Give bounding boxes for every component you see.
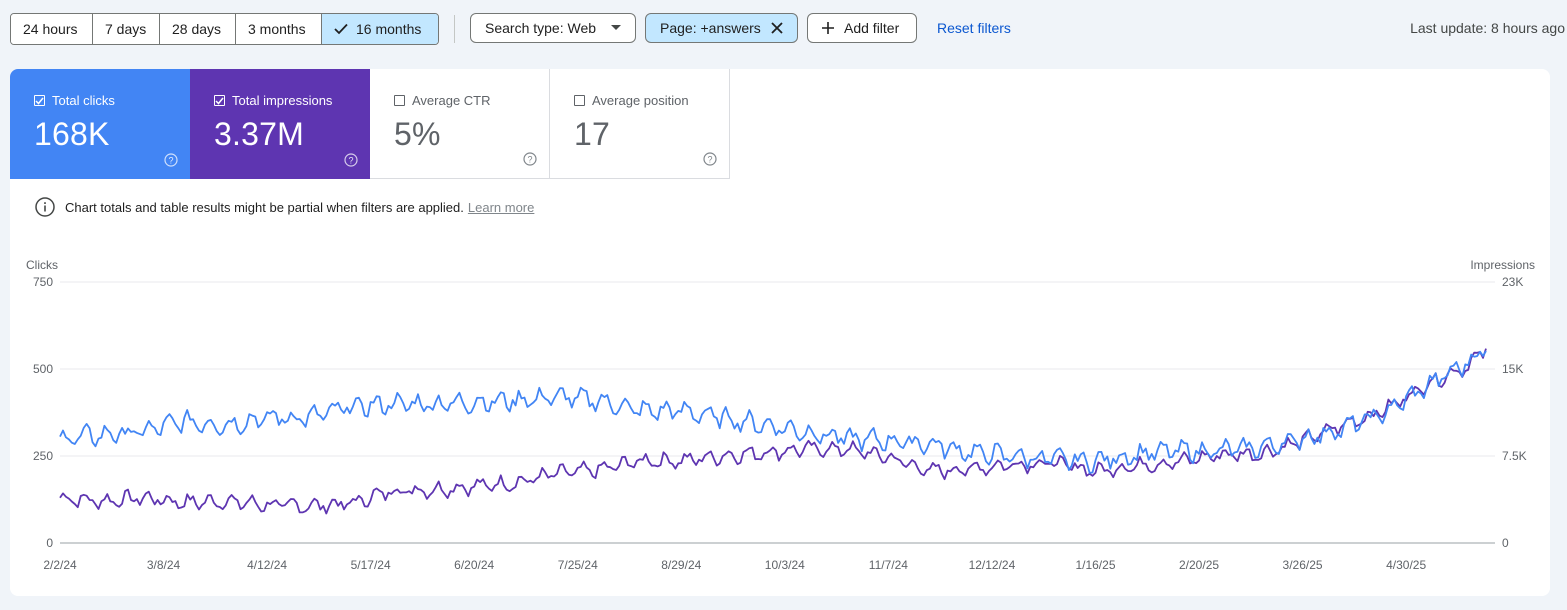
- svg-text:?: ?: [168, 156, 173, 166]
- chart-lines: [59, 348, 1487, 515]
- info-icon: [35, 197, 55, 217]
- date-range-selector: 24 hours 7 days 28 days 3 months 16 mont…: [10, 13, 439, 45]
- add-filter-label: Add filter: [844, 20, 900, 36]
- range-3-months[interactable]: 3 months: [236, 14, 322, 44]
- dropdown-arrow-icon: [611, 25, 621, 31]
- performance-card: Total clicks 168K ? Total impressions 3.…: [10, 69, 1550, 596]
- metric-value: 168K: [34, 116, 110, 152]
- toolbar: 24 hours 7 days 28 days 3 months 16 mont…: [10, 13, 1567, 45]
- performance-chart: Clicks Impressions 0 250 500 750 0 7.5K 15K 23…: [26, 258, 1535, 572]
- reset-filters-link[interactable]: Reset filters: [937, 20, 1011, 36]
- metric-average-position[interactable]: Average position 17 ?: [550, 69, 730, 179]
- metric-value: 5%: [394, 116, 441, 152]
- close-icon[interactable]: [771, 22, 783, 34]
- right-axis-ticks: 0 7.5K 15K 23K: [1502, 275, 1527, 550]
- series-line-impressions: [59, 348, 1487, 515]
- partial-data-notice: Chart totals and table results might be …: [35, 196, 534, 218]
- toolbar-divider: [454, 15, 455, 43]
- checkbox-icon[interactable]: [34, 95, 45, 106]
- left-axis-label: Clicks: [26, 258, 58, 272]
- checkbox-icon[interactable]: [394, 95, 405, 106]
- x-axis-ticks: 2/2/24 3/8/24 4/12/24 5/17/24 6/20/24 7/25/24…: [43, 558, 1426, 572]
- svg-text:?: ?: [527, 155, 532, 165]
- page-filter-label: Page: +answers: [660, 20, 761, 36]
- range-label: 24 hours: [23, 21, 78, 37]
- metric-value: 3.37M: [214, 116, 304, 152]
- x-tick-label: 3/26/25: [1283, 558, 1323, 572]
- metric-label: Total clicks: [52, 93, 115, 108]
- x-tick-label: 12/12/24: [969, 558, 1016, 572]
- page-filter-chip[interactable]: Page: +answers: [645, 13, 798, 43]
- right-tick-label: 7.5K: [1502, 449, 1527, 463]
- x-tick-label: 2/2/24: [43, 558, 77, 572]
- last-update-text: Last update: 8 hours ago: [1410, 20, 1565, 36]
- left-tick-label: 750: [33, 275, 53, 289]
- metric-total-impressions[interactable]: Total impressions 3.37M ?: [190, 69, 370, 179]
- x-tick-label: 1/16/25: [1075, 558, 1115, 572]
- help-icon[interactable]: ?: [703, 152, 717, 166]
- help-icon[interactable]: ?: [164, 153, 178, 167]
- svg-text:?: ?: [348, 156, 353, 166]
- x-tick-label: 11/7/24: [869, 558, 908, 572]
- series-line-clicks: [59, 350, 1487, 474]
- check-icon: [334, 23, 348, 35]
- checkbox-icon[interactable]: [574, 95, 585, 106]
- help-icon[interactable]: ?: [523, 152, 537, 166]
- range-label: 28 days: [172, 21, 222, 37]
- range-label: 3 months: [248, 21, 306, 37]
- add-filter-button[interactable]: Add filter: [807, 13, 917, 43]
- help-icon[interactable]: ?: [344, 153, 358, 167]
- learn-more-link[interactable]: Learn more: [467, 199, 535, 215]
- x-tick-label: 4/30/25: [1386, 558, 1426, 572]
- range-label: 16 months: [356, 21, 422, 37]
- checkbox-icon[interactable]: [214, 95, 225, 106]
- metric-label: Average position: [592, 93, 689, 108]
- x-tick-label: 2/20/25: [1179, 558, 1219, 572]
- range-24-hours[interactable]: 24 hours: [11, 14, 93, 44]
- range-28-days[interactable]: 28 days: [160, 14, 236, 44]
- left-tick-label: 500: [33, 362, 53, 376]
- chart-grid: [60, 281, 1495, 544]
- x-tick-label: 7/25/24: [558, 558, 598, 572]
- metric-label: Total impressions: [232, 93, 333, 108]
- x-tick-label: 6/20/24: [454, 558, 494, 572]
- right-axis-label: Impressions: [1470, 258, 1535, 272]
- metric-value: 17: [574, 116, 610, 152]
- svg-text:?: ?: [707, 155, 712, 165]
- metric-average-ctr[interactable]: Average CTR 5% ?: [370, 69, 550, 179]
- range-label: 7 days: [105, 21, 147, 37]
- x-tick-label: 5/17/24: [351, 558, 391, 572]
- right-tick-label: 15K: [1502, 362, 1523, 376]
- right-tick-label: 0: [1502, 536, 1509, 550]
- metric-label: Average CTR: [412, 93, 491, 108]
- plus-icon: [822, 22, 834, 34]
- search-type-label: Search type: Web: [485, 20, 597, 36]
- x-tick-label: 8/29/24: [661, 558, 701, 572]
- search-type-filter[interactable]: Search type: Web: [470, 13, 636, 43]
- range-7-days[interactable]: 7 days: [93, 14, 160, 44]
- left-axis-ticks: 0 250 500 750: [33, 275, 53, 550]
- x-tick-label: 4/12/24: [247, 558, 287, 572]
- x-tick-label: 10/3/24: [765, 558, 805, 572]
- metric-total-clicks[interactable]: Total clicks 168K ?: [10, 69, 190, 179]
- notice-text: Chart totals and table results might be …: [65, 199, 464, 215]
- left-tick-label: 0: [46, 536, 53, 550]
- range-16-months[interactable]: 16 months: [322, 14, 438, 44]
- right-tick-label: 23K: [1502, 275, 1523, 289]
- x-tick-label: 3/8/24: [147, 558, 181, 572]
- left-tick-label: 250: [33, 449, 53, 463]
